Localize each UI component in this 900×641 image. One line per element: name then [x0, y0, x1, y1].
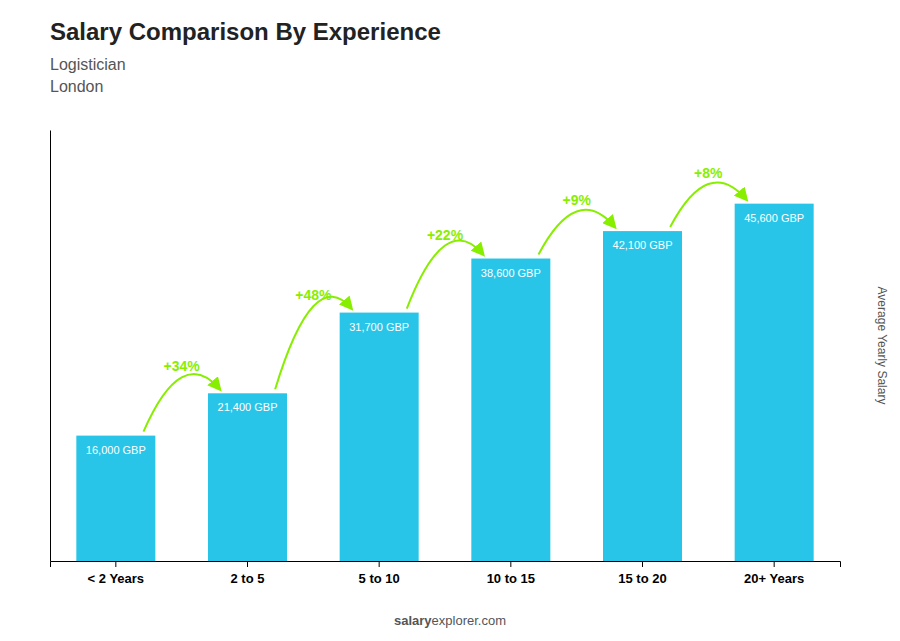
x-tick-mark — [510, 561, 511, 567]
data-label: 38,600 GBP — [481, 267, 541, 279]
x-tick-mark — [774, 561, 775, 567]
pct-arrow — [275, 297, 351, 390]
bar — [603, 231, 682, 561]
x-axis: < 2 Years 2 to 5 5 to 10 10 to 15 15 to 20 20… — [51, 561, 841, 586]
y-axis — [50, 131, 51, 562]
data-label: 16,000 GBP — [86, 444, 146, 456]
x-tick-label: 15 to 20 — [618, 571, 666, 586]
watermark-part: explorer.com — [432, 613, 506, 628]
bar — [471, 259, 550, 561]
data-label: 31,700 GBP — [349, 321, 409, 333]
data-label: 42,100 GBP — [613, 239, 673, 251]
x-tick-label: < 2 Years — [88, 571, 145, 586]
x-tick: 20+ Years — [744, 561, 804, 586]
pct-label: +8% — [694, 165, 723, 181]
bar — [735, 204, 814, 561]
pct-arrow — [538, 210, 614, 255]
watermark: salaryexplorer.com — [394, 613, 506, 628]
x-tick-mark — [115, 561, 116, 567]
pct-arrow — [407, 240, 483, 308]
x-tick-label: 20+ Years — [744, 571, 804, 586]
x-tick: 10 to 15 — [487, 561, 535, 586]
x-tick: 5 to 10 — [359, 561, 400, 586]
annotations: +34% +48% +22% +9% +8% — [143, 165, 746, 432]
x-tick-label: 2 to 5 — [231, 571, 265, 586]
x-tick-label: 10 to 15 — [487, 571, 535, 586]
watermark-part: salary — [394, 613, 432, 628]
pct-label: +34% — [164, 358, 201, 374]
x-tick-mark — [642, 561, 643, 567]
pct-arrow — [670, 182, 746, 227]
x-tick-mark — [247, 561, 248, 567]
data-label: 45,600 GBP — [744, 212, 804, 224]
bar — [340, 313, 419, 561]
subtitle: Logistician — [50, 56, 126, 73]
x-tick-mark — [379, 561, 380, 567]
plot: < 2 Years 2 to 5 5 to 10 10 to 15 15 to 20 20… — [51, 131, 841, 587]
data-label: 21,400 GBP — [218, 401, 278, 413]
axis-title: Average Yearly Salary — [875, 287, 889, 405]
x-axis-line — [51, 562, 841, 568]
x-tick: < 2 Years — [88, 561, 145, 586]
bar — [76, 436, 155, 561]
bars — [76, 204, 813, 561]
chart: Salary Comparison By Experience Logistici… — [0, 0, 900, 641]
x-tick: 15 to 20 — [618, 561, 666, 586]
data-labels: 16,000 GBP 21,400 GBP 31,700 GBP 38,600 GBP… — [86, 212, 804, 456]
pct-label: +9% — [562, 192, 591, 208]
subtitle: London — [50, 78, 103, 95]
x-tick-label: 5 to 10 — [359, 571, 400, 586]
x-tick: 2 to 5 — [231, 561, 265, 586]
y-axis-line — [50, 131, 51, 562]
pct-arrow — [143, 374, 219, 432]
bar — [208, 393, 287, 561]
pct-label: +22% — [427, 227, 464, 243]
title: Salary Comparison By Experience — [50, 18, 441, 45]
pct-label: +48% — [295, 287, 332, 303]
